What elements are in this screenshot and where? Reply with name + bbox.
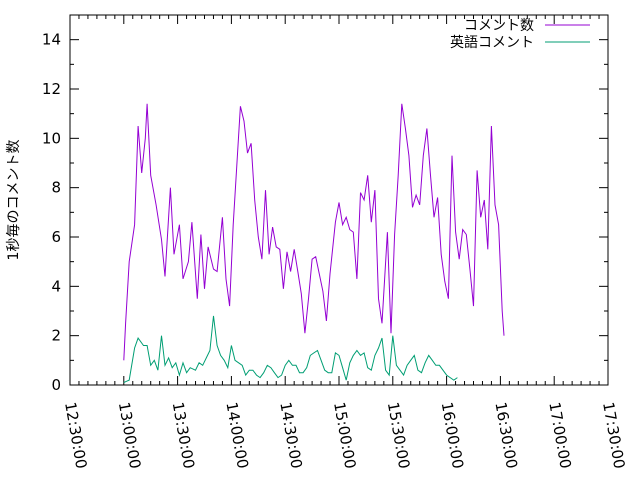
y-tick-label: 6	[51, 228, 61, 246]
y-tick-label: 10	[42, 129, 61, 147]
y-tick-label: 0	[51, 376, 61, 394]
x-tick-label: 16:00:00	[438, 401, 467, 470]
x-tick-label: 17:00:00	[545, 401, 574, 470]
x-tick-label: 14:30:00	[276, 401, 305, 470]
x-tick-label: 13:30:00	[169, 401, 198, 470]
series-line-2	[123, 315, 458, 383]
x-tick-label: 13:00:00	[115, 401, 144, 470]
x-tick-label: 15:30:00	[384, 401, 413, 470]
y-tick-label: 8	[51, 179, 61, 197]
plot-frame	[69, 14, 609, 386]
x-tick-label: 14:00:00	[222, 401, 251, 470]
series-line-1	[123, 103, 505, 361]
y-tick-label: 12	[42, 80, 61, 98]
y-axis-label: 1秒毎のコメント数	[6, 140, 22, 261]
x-tick-label: 12:30:00	[61, 401, 90, 470]
legend-label-1: コメント数	[464, 18, 534, 34]
x-tick-label: 15:00:00	[330, 401, 359, 470]
x-tick-label: 17:30:00	[599, 401, 628, 470]
x-tick-label: 16:30:00	[491, 401, 520, 470]
y-tick-label: 14	[42, 31, 61, 49]
y-tick-label: 2	[51, 327, 61, 345]
y-tick-label: 4	[51, 277, 61, 295]
legend-label-2: 英語コメント	[450, 34, 534, 51]
